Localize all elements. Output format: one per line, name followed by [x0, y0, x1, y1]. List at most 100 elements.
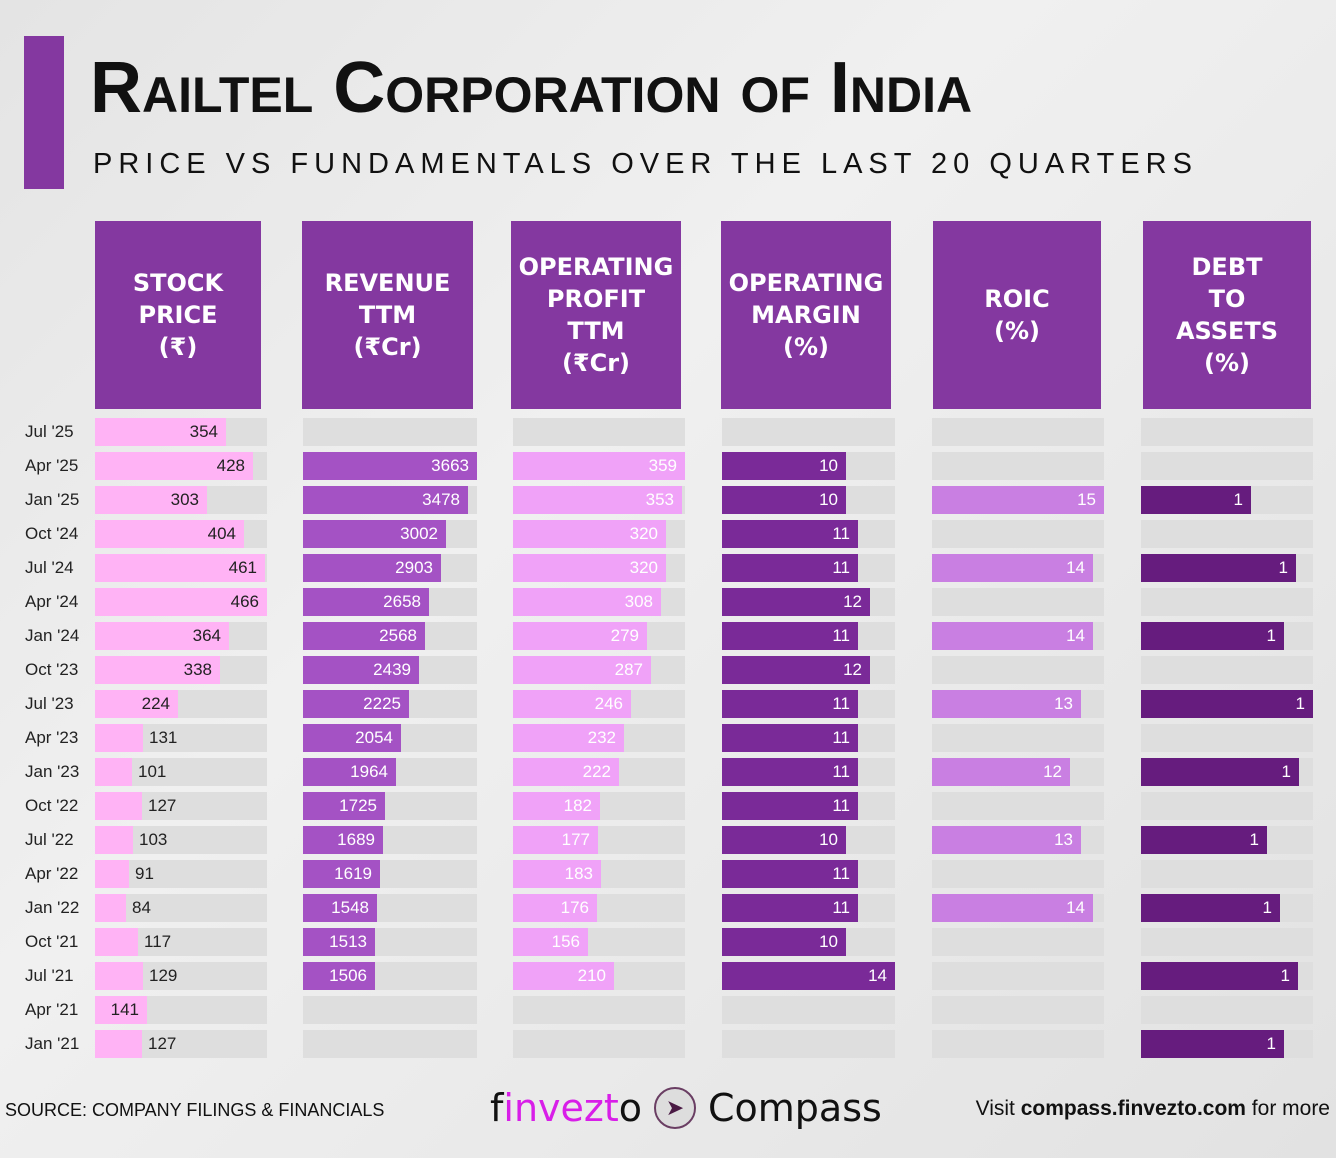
- data-label: 14: [1066, 558, 1085, 577]
- row-label: Apr '24: [25, 592, 79, 611]
- bar: [1141, 758, 1299, 786]
- data-label: 11: [832, 626, 850, 645]
- bar-track: [722, 996, 895, 1024]
- bar: [722, 894, 858, 922]
- bar: [303, 928, 375, 956]
- data-label: 1619: [334, 864, 372, 883]
- bar: [1141, 962, 1298, 990]
- bar: [513, 724, 624, 752]
- row-label: Jan '24: [25, 626, 80, 645]
- data-label: 176: [560, 898, 589, 917]
- bar: [513, 894, 597, 922]
- data-label: 224: [141, 694, 170, 713]
- bar-track: [303, 996, 477, 1024]
- data-label: 1: [1249, 830, 1259, 849]
- bar: [722, 452, 846, 480]
- data-label: 12: [1043, 762, 1062, 781]
- data-label: 10: [819, 830, 838, 849]
- column-header: ROIC (%): [933, 221, 1101, 409]
- bar: [513, 554, 666, 582]
- data-label: 1513: [329, 932, 367, 951]
- data-label: 11: [832, 796, 850, 815]
- bar-track: [1141, 928, 1313, 956]
- bar: [722, 928, 846, 956]
- data-label: 10: [819, 490, 838, 509]
- column-header-label: REVENUE TTM (₹Cr): [324, 269, 451, 361]
- data-label: 308: [624, 592, 653, 611]
- bar: [722, 554, 858, 582]
- source-note: SOURCE: COMPANY FILINGS & FINANCIALS: [5, 1100, 385, 1120]
- page-subtitle: PRICE VS FUNDAMENTALS OVER THE LAST 20 Q…: [93, 148, 1198, 180]
- data-label: 428: [216, 456, 245, 475]
- data-label: 1: [1233, 490, 1243, 509]
- bar: [513, 690, 631, 718]
- row-label: Jul '23: [25, 694, 74, 713]
- column-header-label: ROIC (%): [984, 285, 1050, 345]
- data-label: 14: [868, 966, 887, 985]
- data-label: 12: [843, 592, 862, 611]
- data-label: 1: [1262, 898, 1272, 917]
- bar-track: [932, 418, 1104, 446]
- bar: [513, 860, 601, 888]
- data-label: 2658: [383, 592, 421, 611]
- bar: [303, 520, 446, 548]
- bar-track: [932, 452, 1104, 480]
- bar: [95, 690, 178, 718]
- bar: [722, 758, 858, 786]
- data-label: 13: [1054, 694, 1073, 713]
- data-label: 1: [1266, 1034, 1276, 1053]
- data-label: 11: [832, 728, 850, 747]
- bar: [95, 452, 253, 480]
- page-title: Railtel Corporation of India: [90, 48, 973, 128]
- row-label: Jul '21: [25, 966, 74, 985]
- title-accent-bar: [24, 36, 64, 189]
- bar-track: [1141, 588, 1313, 616]
- data-label: 1: [1278, 558, 1288, 577]
- bar: [303, 588, 429, 616]
- compass-icon: ➤: [654, 1087, 696, 1129]
- data-label: 320: [629, 524, 658, 543]
- bar: [95, 826, 133, 854]
- bar: [1141, 622, 1284, 650]
- bar: [722, 588, 870, 616]
- bar: [932, 486, 1104, 514]
- bar: [303, 894, 377, 922]
- data-label: 2568: [379, 626, 417, 645]
- data-label: 3478: [422, 490, 460, 509]
- bar: [722, 690, 858, 718]
- bar-track: [1141, 452, 1313, 480]
- row-label: Apr '21: [25, 1000, 79, 1019]
- visit-link[interactable]: compass.finvezto.com: [1020, 1097, 1246, 1120]
- bar-track: [303, 1030, 477, 1058]
- data-label: 11: [832, 694, 850, 713]
- data-label: 2439: [373, 660, 411, 679]
- bar: [95, 588, 267, 616]
- finvezto-compass-logo: f invezt o ➤ Compass: [490, 1086, 882, 1130]
- data-label: 141: [110, 1000, 139, 1019]
- data-label: 359: [648, 456, 677, 475]
- data-label: 1506: [329, 966, 367, 985]
- bar: [95, 894, 126, 922]
- data-label: 3002: [400, 524, 438, 543]
- row-label: Jul '25: [25, 422, 74, 441]
- bar: [932, 758, 1070, 786]
- bar: [95, 758, 132, 786]
- column-header: DEBT TO ASSETS (%): [1143, 221, 1311, 409]
- bar: [513, 928, 588, 956]
- bar: [722, 724, 858, 752]
- bar: [303, 962, 375, 990]
- row-label: Oct '21: [25, 932, 79, 951]
- data-label: 222: [582, 762, 611, 781]
- data-label: 131: [149, 728, 178, 747]
- row-label: Oct '24: [25, 524, 79, 543]
- bar: [95, 554, 265, 582]
- data-label: 466: [230, 592, 259, 611]
- data-label: 461: [228, 558, 257, 577]
- row-label: Apr '23: [25, 728, 79, 747]
- data-label: 182: [563, 796, 592, 815]
- bar-track: [932, 724, 1104, 752]
- row-label: Apr '22: [25, 864, 79, 883]
- bar-track: [1141, 860, 1313, 888]
- visit-prefix: Visit: [975, 1097, 1021, 1120]
- data-label: 11: [832, 762, 850, 781]
